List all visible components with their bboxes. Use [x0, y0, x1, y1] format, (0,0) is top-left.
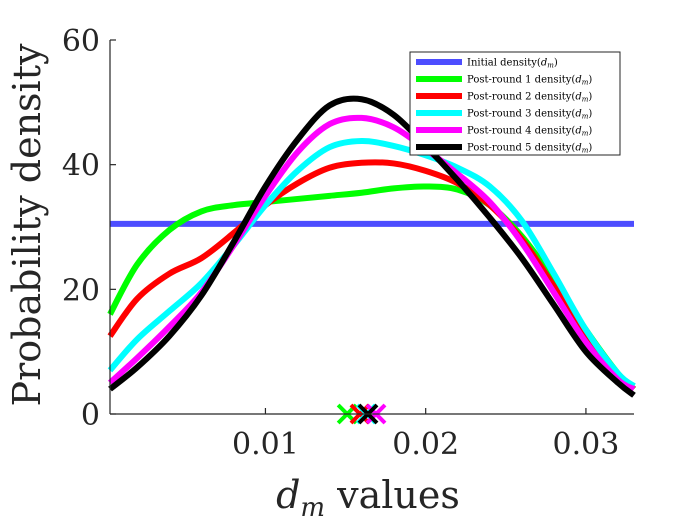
legend-items: Initial density(dm) Post-round 1 density(…	[416, 58, 592, 155]
series-line-3	[107, 137, 636, 389]
y-tick-label-0: 0	[81, 398, 100, 433]
legend-label-2: Post-round 2 density(dm)	[467, 92, 592, 104]
y-tick-label-3: 60	[62, 24, 100, 59]
legend-label-1: Post-round 1 density(dm)	[467, 75, 592, 87]
axes	[109, 39, 634, 415]
legend-label-4: Post-round 4 density(dm)	[467, 126, 592, 138]
x-tick-label-1: 0.02	[392, 427, 459, 462]
legend-label-5: Post-round 5 density(dm)	[467, 143, 592, 155]
y-tick-label-1: 20	[62, 273, 100, 308]
x-axis-title-rest: values	[325, 473, 460, 517]
legend-label-0: Initial density(dm)	[467, 58, 558, 70]
x-axis-title: dm values	[276, 473, 460, 523]
x-axis-title-symbol: d	[276, 473, 300, 517]
x-tick-label-2: 0.03	[553, 427, 620, 462]
legend: Initial density(dm) Post-round 1 density(…	[409, 51, 621, 156]
tick-labels: 0.01 0.02 0.03 0 20 40 60	[62, 24, 620, 462]
y-axis-title: Probability density	[5, 43, 49, 406]
x-tick-label-0: 0.01	[232, 427, 299, 462]
y-tick-label-2: 40	[62, 149, 100, 184]
series-line-2	[107, 159, 636, 392]
legend-label-3: Post-round 3 density(dm)	[467, 109, 592, 121]
series-line-4	[107, 114, 636, 392]
legend-box	[409, 51, 621, 156]
series-layer	[107, 95, 637, 398]
series-line-5	[108, 95, 636, 398]
x-axis-title-subscript: m	[300, 493, 325, 523]
